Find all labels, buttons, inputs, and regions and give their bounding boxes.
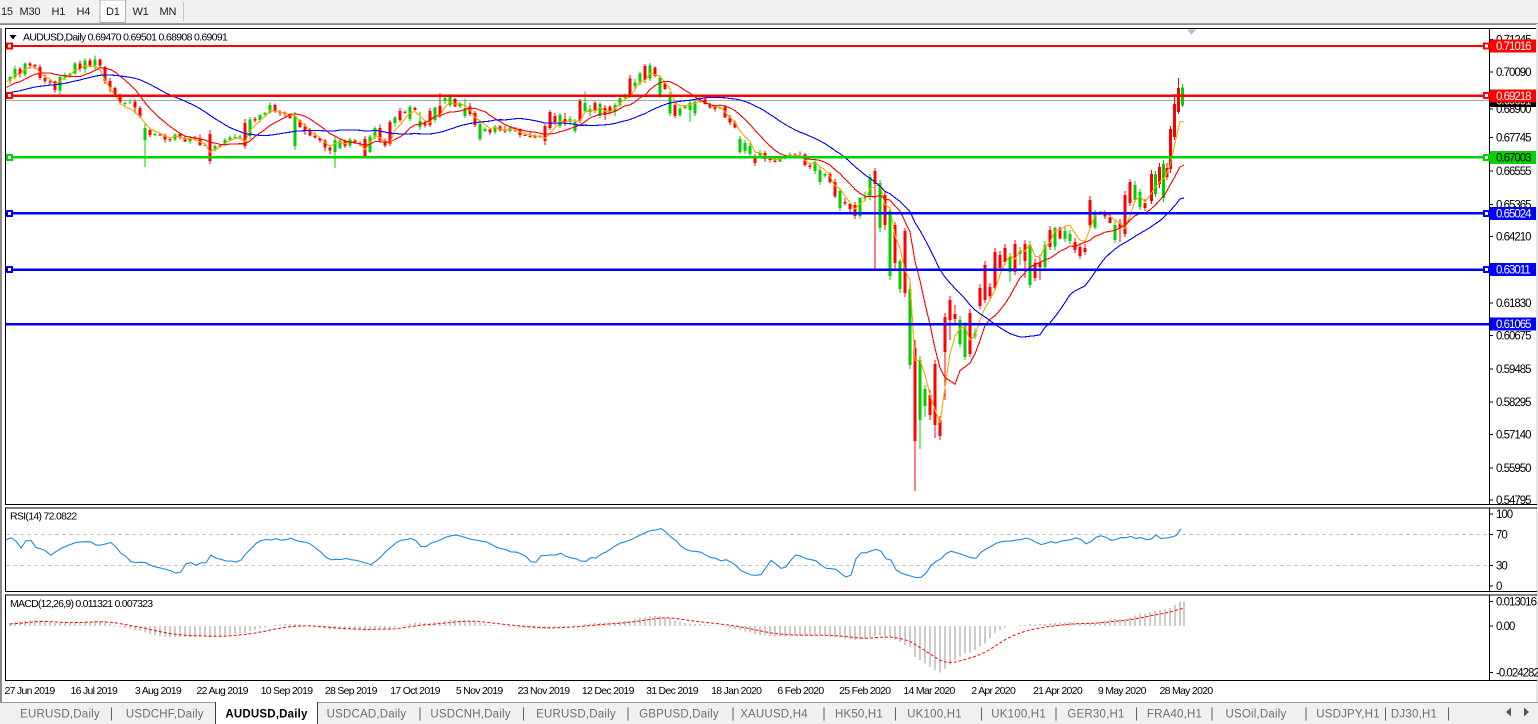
svg-text:USDCNH,Daily: USDCNH,Daily xyxy=(430,709,510,721)
svg-text:0.57140: 0.57140 xyxy=(1496,430,1531,442)
svg-text:17 Oct 2019: 17 Oct 2019 xyxy=(390,685,440,697)
svg-text:MACD(12,26,9) 0.011321 0.00732: MACD(12,26,9) 0.011321 0.007323 xyxy=(10,598,153,610)
svg-text:0.63011: 0.63011 xyxy=(1496,265,1530,277)
svg-text:0: 0 xyxy=(1496,581,1502,593)
svg-text:W1: W1 xyxy=(133,6,149,18)
svg-text:0.71016: 0.71016 xyxy=(1496,41,1531,53)
svg-text:0.65024: 0.65024 xyxy=(1496,208,1532,220)
svg-text:31 Dec 2019: 31 Dec 2019 xyxy=(646,685,699,697)
svg-text:RSI(14) 72.0822: RSI(14) 72.0822 xyxy=(10,511,77,523)
svg-text:21 Apr 2020: 21 Apr 2020 xyxy=(1033,685,1083,697)
svg-text:GBPUSD,Daily: GBPUSD,Daily xyxy=(639,709,719,721)
svg-text:USDCAD,Daily: USDCAD,Daily xyxy=(327,709,407,721)
svg-text:H4: H4 xyxy=(77,6,91,18)
svg-text:0.60675: 0.60675 xyxy=(1496,331,1531,343)
svg-text:0.61065: 0.61065 xyxy=(1496,319,1531,331)
svg-text:DJ30,H1: DJ30,H1 xyxy=(1391,709,1437,721)
svg-text:-0.024282: -0.024282 xyxy=(1496,668,1538,680)
svg-text:100: 100 xyxy=(1496,509,1513,521)
svg-text:16 Jul 2019: 16 Jul 2019 xyxy=(70,685,117,697)
svg-text:UK100,H1: UK100,H1 xyxy=(907,709,962,721)
svg-text:UK100,H1: UK100,H1 xyxy=(991,709,1046,721)
svg-text:0.61830: 0.61830 xyxy=(1496,298,1531,310)
svg-text:EURUSD,Daily: EURUSD,Daily xyxy=(536,709,616,721)
svg-text:XAUUSD,H4: XAUUSD,H4 xyxy=(740,709,808,721)
svg-text:0.70090: 0.70090 xyxy=(1496,67,1531,79)
svg-text:0.67003: 0.67003 xyxy=(1496,152,1531,164)
svg-text:0.54795: 0.54795 xyxy=(1496,495,1531,507)
svg-text:14 Mar 2020: 14 Mar 2020 xyxy=(903,685,955,697)
svg-text:0.64210: 0.64210 xyxy=(1496,232,1531,244)
svg-text:0.013016: 0.013016 xyxy=(1496,597,1537,609)
svg-text:GER30,H1: GER30,H1 xyxy=(1067,709,1124,721)
svg-text:MN: MN xyxy=(160,6,177,18)
svg-text:9 May 2020: 9 May 2020 xyxy=(1098,685,1147,697)
svg-text:0.66555: 0.66555 xyxy=(1496,166,1531,178)
svg-text:EURUSD,Daily: EURUSD,Daily xyxy=(20,709,100,721)
svg-text:USOil,Daily: USOil,Daily xyxy=(1226,709,1287,721)
svg-text:M30: M30 xyxy=(20,6,41,18)
svg-text:28 May 2020: 28 May 2020 xyxy=(1159,685,1213,697)
svg-text:H1: H1 xyxy=(52,6,66,18)
svg-text:70: 70 xyxy=(1496,530,1507,542)
svg-text:25 Feb 2020: 25 Feb 2020 xyxy=(839,685,891,697)
svg-text:0.67745: 0.67745 xyxy=(1496,133,1531,145)
svg-text:0.58295: 0.58295 xyxy=(1496,397,1531,409)
svg-text:USDCHF,Daily: USDCHF,Daily xyxy=(126,709,204,721)
svg-text:FRA40,H1: FRA40,H1 xyxy=(1147,709,1202,721)
svg-text:USDJPY,H1: USDJPY,H1 xyxy=(1316,709,1380,721)
svg-text:AUDUSD,Daily 0.69470 0.69501: AUDUSD,Daily 0.69470 0.69501 0.68908 0.6… xyxy=(23,32,228,44)
svg-text:5 Nov 2019: 5 Nov 2019 xyxy=(456,685,504,697)
svg-text:3 Aug 2019: 3 Aug 2019 xyxy=(135,685,182,697)
svg-text:AUDUSD,Daily: AUDUSD,Daily xyxy=(225,709,308,721)
svg-text:15: 15 xyxy=(1,6,13,18)
svg-text:23 Nov 2019: 23 Nov 2019 xyxy=(518,685,571,697)
svg-text:10 Sep 2019: 10 Sep 2019 xyxy=(261,685,314,697)
svg-text:0.55950: 0.55950 xyxy=(1496,463,1531,475)
svg-text:28 Sep 2019: 28 Sep 2019 xyxy=(325,685,378,697)
svg-text:HK50,H1: HK50,H1 xyxy=(835,709,883,721)
svg-text:27 Jun 2019: 27 Jun 2019 xyxy=(4,685,55,697)
svg-text:18 Jan 2020: 18 Jan 2020 xyxy=(711,685,762,697)
svg-text:0.00: 0.00 xyxy=(1496,621,1515,633)
svg-text:D1: D1 xyxy=(106,6,120,18)
svg-text:22 Aug 2019: 22 Aug 2019 xyxy=(197,685,249,697)
svg-text:2 Apr 2020: 2 Apr 2020 xyxy=(971,685,1016,697)
svg-text:0.69218: 0.69218 xyxy=(1496,91,1531,103)
svg-text:12 Dec 2019: 12 Dec 2019 xyxy=(582,685,635,697)
svg-text:6 Feb 2020: 6 Feb 2020 xyxy=(777,685,824,697)
svg-text:0.59485: 0.59485 xyxy=(1496,364,1531,376)
svg-text:30: 30 xyxy=(1496,561,1507,573)
